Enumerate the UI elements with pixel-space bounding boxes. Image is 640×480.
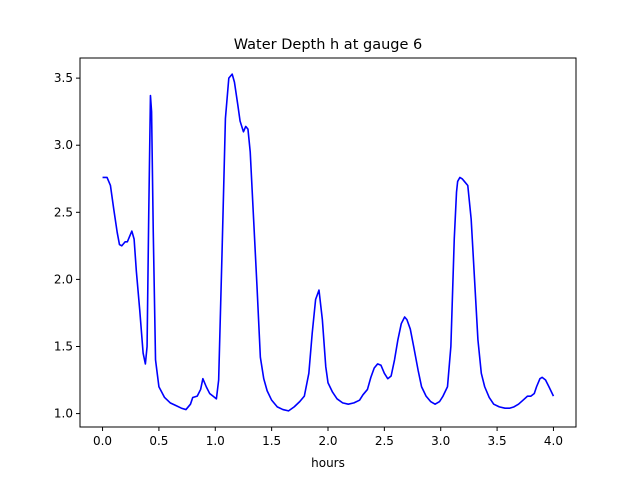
- plot-line-layer: [102, 73, 555, 412]
- chart-title: Water Depth h at gauge 6: [234, 37, 422, 53]
- y-tick-label: 3.0: [54, 138, 73, 152]
- x-tick-label: 3.0: [431, 434, 450, 448]
- x-tick-label: 1.0: [206, 434, 225, 448]
- x-tick-label: 1.5: [262, 434, 281, 448]
- y-tick-label: 3.5: [54, 71, 73, 85]
- y-axis: 1.0 1.5 2.0 2.5 3.0 3.5: [54, 71, 80, 421]
- x-tick-label: 2.0: [318, 434, 337, 448]
- x-axis-label: hours: [311, 456, 345, 470]
- x-tick-label: 3.5: [488, 434, 507, 448]
- y-tick-label: 2.5: [54, 205, 73, 219]
- x-tick-label: 2.5: [375, 434, 394, 448]
- y-tick-label: 1.5: [54, 339, 73, 353]
- x-tick-label: 4.0: [544, 434, 563, 448]
- x-tick-label: 0.5: [149, 434, 168, 448]
- y-tick-label: 1.0: [54, 407, 73, 421]
- x-tick-label: 0.0: [93, 434, 112, 448]
- series-line-0: [102, 73, 555, 412]
- y-tick-label: 2.0: [54, 272, 73, 286]
- x-axis: 0.0 0.5 1.0 1.5 2.0 2.5 3.0 3.5 4.0: [93, 427, 563, 448]
